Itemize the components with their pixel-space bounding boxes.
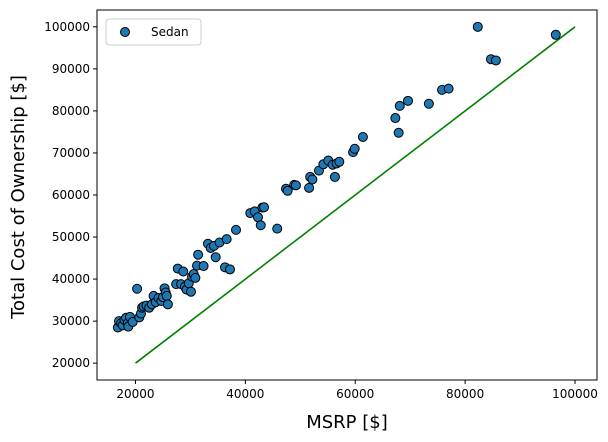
- scatter-point: [221, 234, 232, 245]
- scatter-point: [329, 171, 340, 182]
- legend-box: [105, 18, 202, 46]
- y-tick-label: 80000: [52, 104, 90, 118]
- scatter-point: [304, 182, 315, 193]
- scatter-point: [550, 29, 561, 40]
- scatter-point: [402, 95, 413, 106]
- scatter-point: [393, 127, 404, 138]
- scatter-points: [112, 21, 561, 333]
- scatter-point: [357, 131, 368, 142]
- legend: Sedan: [105, 18, 202, 46]
- scatter-point: [282, 185, 293, 196]
- reference-line-layer: [134, 26, 576, 364]
- scatter-point: [198, 261, 209, 272]
- scatter-point: [161, 290, 172, 301]
- reference-line: [134, 26, 576, 364]
- scatter-point: [178, 266, 189, 277]
- scatter-point: [210, 252, 221, 263]
- scatter-point: [423, 98, 434, 109]
- x-tick-label: 40000: [226, 387, 264, 401]
- scatter-point: [185, 286, 196, 297]
- y-tick-label: 50000: [52, 230, 90, 244]
- scatter-point: [162, 299, 173, 310]
- axis-ticks: 20000 40000 60000 80000 100000 20000 30000 4000…: [44, 20, 598, 401]
- x-tick-label: 100000: [552, 387, 598, 401]
- scatter-point: [290, 180, 301, 191]
- scatter-point: [272, 223, 283, 234]
- x-tick-label: 80000: [446, 387, 484, 401]
- scatter-point: [443, 83, 454, 94]
- scatter-point: [190, 272, 201, 283]
- scatter-point: [472, 21, 483, 32]
- scatter-point: [231, 224, 242, 235]
- scatter-point: [132, 283, 143, 294]
- legend-label-sedan: Sedan: [151, 25, 189, 39]
- scatter-point: [390, 113, 401, 124]
- y-axis-label: Total Cost of Ownership [$]: [8, 75, 29, 320]
- plot-frame: [96, 9, 598, 381]
- y-tick-label: 40000: [52, 272, 90, 286]
- y-tick-label: 30000: [52, 314, 90, 328]
- x-tick-label: 20000: [116, 387, 154, 401]
- y-tick-label: 100000: [44, 20, 90, 34]
- scatter-point: [334, 156, 345, 167]
- y-tick-label: 90000: [52, 62, 90, 76]
- scatter-point: [490, 55, 501, 66]
- x-axis-label: MSRP [$]: [306, 412, 388, 433]
- scatter-point: [255, 220, 266, 231]
- legend-marker-sedan: [120, 27, 130, 37]
- scatter-point: [224, 264, 235, 275]
- x-tick-label: 60000: [336, 387, 374, 401]
- y-tick-label: 60000: [52, 188, 90, 202]
- y-tick-label: 20000: [52, 356, 90, 370]
- scatter-point: [394, 100, 405, 111]
- scatter-point: [307, 174, 318, 185]
- scatter-point: [349, 143, 360, 154]
- scatter-point: [259, 202, 270, 213]
- scatter-point: [193, 249, 204, 260]
- y-tick-label: 70000: [52, 146, 90, 160]
